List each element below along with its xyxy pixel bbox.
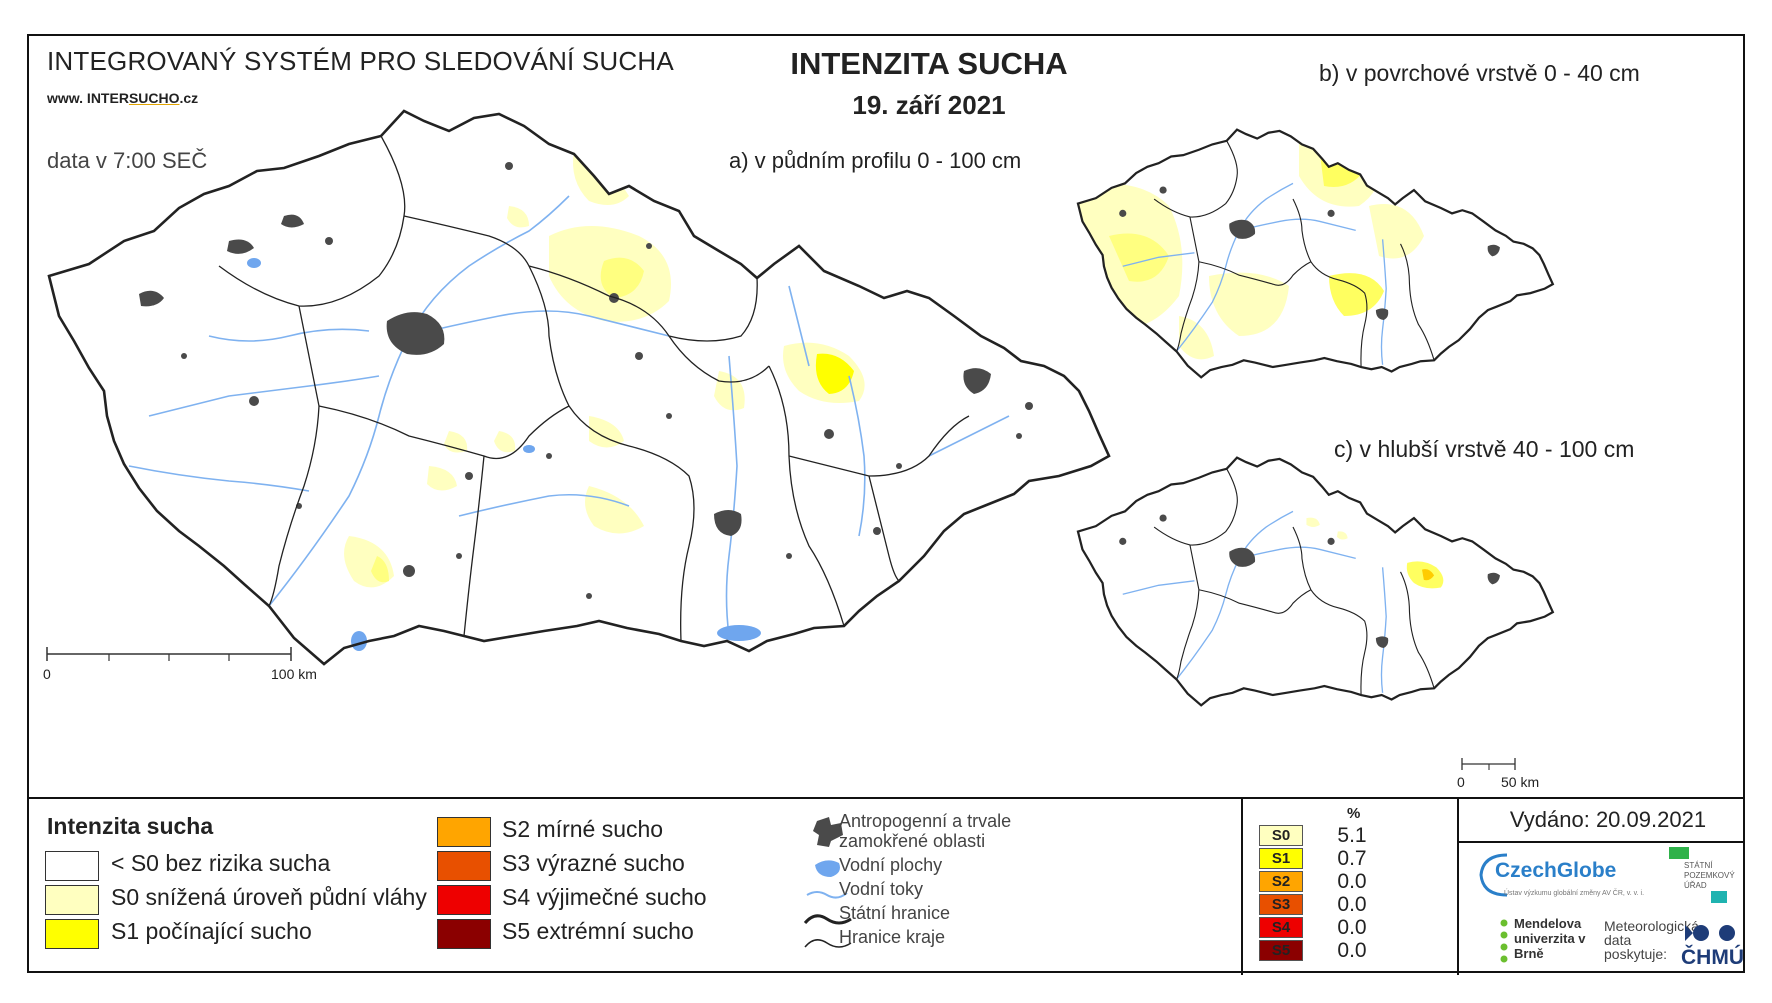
map-date: 19. září 2021 — [852, 90, 1006, 120]
urban-areas-b — [1119, 186, 1500, 320]
region-border-icon — [804, 939, 852, 948]
river-icon — [806, 891, 848, 899]
legend-swatch-s5 — [437, 919, 491, 949]
chmu-logo[interactable]: ČHMÚ — [1681, 946, 1744, 969]
map-frame: INTEGROVANÝ SYSTÉM PRO SLEDOVÁNÍ SUCHA w… — [27, 34, 1745, 975]
czechglobe-logo[interactable]: CzechGlobe — [1495, 859, 1617, 882]
map-b-label: b) v povrchové vrstvě 0 - 40 cm — [1319, 60, 1640, 86]
legend-label-s2: S2 mírné sucho — [502, 816, 664, 842]
stats-code: S3 — [1259, 894, 1303, 915]
spu-logo-text[interactable]: STÁTNÍ POZEMKOVÝ ÚŘAD — [1684, 861, 1735, 890]
map-c-label: c) v hlubší vrstvě 40 - 100 cm — [1334, 436, 1635, 462]
water-body-icon — [815, 860, 840, 877]
stats-value: 5.1 — [1337, 824, 1367, 847]
stats-value: 0.7 — [1337, 847, 1367, 870]
legend-swatch-s0 — [45, 885, 99, 915]
legend-label-none: < S0 bez rizika sucha — [111, 850, 331, 876]
separator-right — [1457, 799, 1459, 975]
symbol-water-label: Vodní plochy — [839, 855, 943, 875]
scale-main-end: 100 km — [271, 666, 317, 682]
stats-value: 0.0 — [1337, 916, 1367, 939]
czechglobe-logo-icon — [1479, 853, 1508, 897]
chmu-logo-icon — [1685, 925, 1735, 941]
region-borders-b — [1153, 140, 1435, 368]
website-link[interactable]: www. INTERSUCHO.cz — [47, 90, 199, 106]
legend-swatch-s4 — [437, 885, 491, 915]
legend-swatch-s2 — [437, 817, 491, 847]
region-borders-a — [218, 135, 970, 642]
map-c — [1076, 456, 1554, 707]
stats-code: S5 — [1259, 940, 1303, 961]
legend-label-s1: S1 počínající sucho — [111, 918, 312, 944]
stats-value: 0.0 — [1337, 870, 1367, 893]
mendel-logo-icon — [1500, 919, 1508, 963]
scale-small-end: 50 km — [1501, 774, 1540, 790]
legend-label-s0: S0 snížená úroveň půdní vláhy — [111, 884, 427, 910]
map-title: INTENZITA SUCHA — [790, 46, 1068, 81]
data-time: data v 7:00 SEČ — [47, 148, 208, 173]
map-symbols — [803, 817, 852, 948]
legend-label-s4: S4 výjimečné sucho — [502, 884, 707, 910]
spu-logo-icon — [1669, 847, 1689, 859]
stats-header: % — [1347, 805, 1361, 822]
legend-title: Intenzita sucha — [47, 813, 214, 839]
legend-swatch-s3 — [437, 851, 491, 881]
stats-code: S0 — [1259, 825, 1303, 846]
anthropogenic-icon — [813, 817, 843, 847]
mendel-logo[interactable]: Mendelova univerzita v Brně — [1514, 916, 1586, 961]
spu-logo-accent-icon — [1711, 891, 1727, 903]
legend-swatch-none — [45, 851, 99, 881]
system-title: INTEGROVANÝ SYSTÉM PRO SLEDOVÁNÍ SUCHA — [47, 46, 674, 76]
stats-code: S2 — [1259, 871, 1303, 892]
symbol-anthropogenic-label: Antropogenní a trvale zamokřené oblasti — [839, 811, 1012, 851]
issued-date: Vydáno: 20.09.2021 — [1509, 807, 1707, 832]
legend-label-s3: S3 výrazné sucho — [502, 850, 685, 876]
symbol-state-border-label: Státní hranice — [839, 903, 951, 923]
czechglobe-subtitle: Ústav výzkumu globální změny AV ČR, v. v… — [1504, 890, 1645, 897]
map-a-label: a) v půdním profilu 0 - 100 cm — [729, 148, 1022, 173]
symbol-rivers-label: Vodní toky — [839, 879, 924, 899]
stats-value: 0.0 — [1337, 939, 1367, 962]
separator-left — [1241, 799, 1243, 975]
stats-value: 0.0 — [1337, 893, 1367, 916]
scale-small-start: 0 — [1457, 774, 1465, 790]
scale-bar-small — [1461, 758, 1516, 770]
symbol-region-border-label: Hranice kraje — [839, 927, 946, 947]
legend-swatch-s1 — [45, 919, 99, 949]
legend-panel: Intenzita sucha < S0 bez rizika sucha S0… — [29, 797, 1744, 975]
stats-code: S4 — [1259, 917, 1303, 938]
legend-label-s5: S5 extrémní sucho — [502, 918, 694, 944]
main-drought-map — [46, 109, 1554, 770]
urban-areas-a — [139, 162, 1033, 599]
scale-main-start: 0 — [43, 666, 51, 682]
separator-issued — [1459, 841, 1743, 843]
scale-bar-main — [46, 647, 292, 661]
meteo-provider-label: Meteorologická data poskytuje: — [1604, 918, 1699, 962]
stats-code: S1 — [1259, 848, 1303, 869]
state-border-icon — [803, 914, 852, 925]
